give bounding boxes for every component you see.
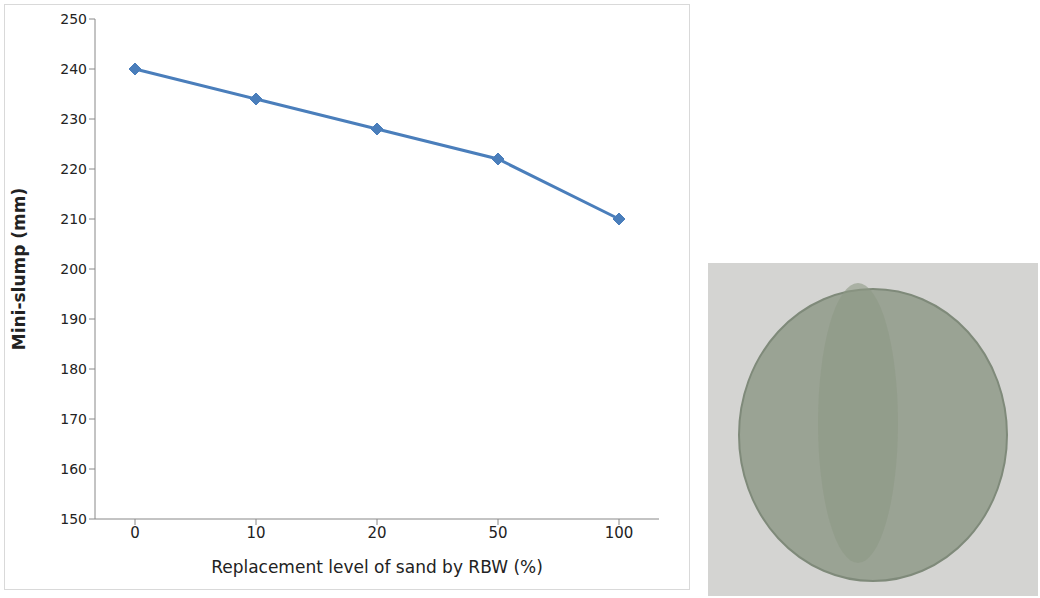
svg-text:20: 20 <box>367 524 386 542</box>
svg-text:230: 230 <box>60 111 87 127</box>
svg-text:220: 220 <box>60 161 87 177</box>
svg-text:50: 50 <box>488 524 507 542</box>
svg-text:10: 10 <box>246 524 265 542</box>
svg-text:170: 170 <box>60 411 87 427</box>
svg-text:240: 240 <box>60 61 87 77</box>
svg-text:200: 200 <box>60 261 87 277</box>
svg-text:180: 180 <box>60 361 87 377</box>
svg-text:160: 160 <box>60 461 87 477</box>
svg-text:190: 190 <box>60 311 87 327</box>
svg-text:250: 250 <box>60 11 87 27</box>
svg-text:150: 150 <box>60 511 87 527</box>
svg-text:210: 210 <box>60 211 87 227</box>
svg-text:Mini-slump (mm): Mini-slump (mm) <box>9 188 29 351</box>
svg-text:100: 100 <box>605 524 634 542</box>
svg-text:Replacement level of sand by R: Replacement level of sand by RBW (%) <box>211 557 543 577</box>
svg-text:0: 0 <box>130 524 140 542</box>
